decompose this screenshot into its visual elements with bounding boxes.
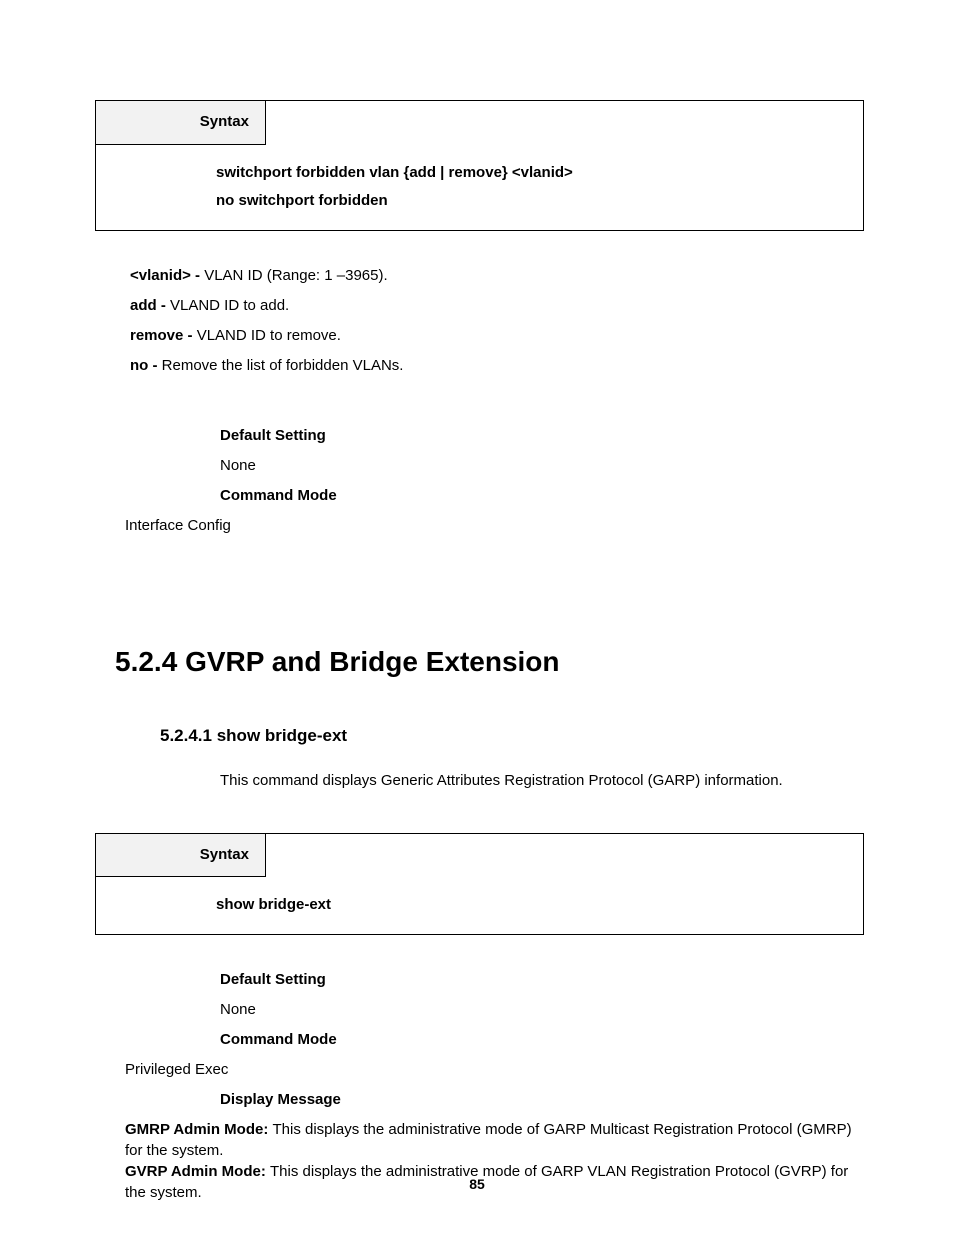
param-text: VLAND ID to remove.	[197, 327, 341, 344]
command-mode-label: Command Mode	[220, 1025, 864, 1055]
param-label: <vlanid> -	[130, 267, 204, 284]
default-setting-value: None	[220, 995, 864, 1025]
section-heading: 5.2.4 GVRP and Bridge Extension	[95, 641, 864, 683]
parameter-list: <vlanid> - VLAN ID (Range: 1 –3965). add…	[95, 261, 864, 381]
settings-block: Default Setting None Command Mode	[95, 965, 864, 1055]
settings-block: Default Setting None Command Mode	[95, 421, 864, 511]
command-mode-label: Command Mode	[220, 481, 864, 511]
default-setting-label: Default Setting	[220, 421, 864, 451]
default-setting-value: None	[220, 451, 864, 481]
param-row: remove - VLAND ID to remove.	[130, 321, 864, 351]
syntax-body: show bridge-ext	[96, 877, 863, 934]
param-label: no -	[130, 357, 162, 374]
syntax-line: switchport forbidden vlan {add | remove}…	[216, 159, 843, 188]
command-mode-value: Privileged Exec	[95, 1055, 864, 1085]
param-text: Remove the list of forbidden VLANs.	[162, 357, 404, 374]
display-message-label: Display Message	[220, 1085, 864, 1115]
subsection-number: 5.2.4.1	[160, 726, 217, 745]
section-number: 5.2.4	[115, 646, 185, 677]
default-setting-label: Default Setting	[220, 965, 864, 995]
subsection-heading: 5.2.4.1 show bridge-ext	[95, 723, 864, 749]
param-label: remove -	[130, 327, 197, 344]
syntax-body: switchport forbidden vlan {add | remove}…	[96, 145, 863, 230]
syntax-box: Syntax switchport forbidden vlan {add | …	[95, 100, 864, 231]
syntax-box: Syntax show bridge-ext	[95, 833, 864, 935]
param-label: add -	[130, 297, 170, 314]
param-row: <vlanid> - VLAN ID (Range: 1 –3965).	[130, 261, 864, 291]
subsection-description: This command displays Generic Attributes…	[95, 770, 864, 793]
subsection-title: show bridge-ext	[217, 726, 347, 745]
param-row: add - VLAND ID to add.	[130, 291, 864, 321]
section-title: GVRP and Bridge Extension	[185, 646, 559, 677]
display-message-block: Display Message	[95, 1085, 864, 1115]
gmrp-label: GMRP Admin Mode:	[125, 1121, 273, 1138]
syntax-header: Syntax	[96, 834, 266, 878]
syntax-header: Syntax	[96, 101, 266, 145]
page-number: 85	[0, 1174, 954, 1195]
command-mode-value: Interface Config	[95, 511, 864, 541]
param-row: no - Remove the list of forbidden VLANs.	[130, 351, 864, 381]
syntax-line: no switchport forbidden	[216, 187, 843, 216]
param-text: VLAND ID to add.	[170, 297, 289, 314]
param-text: VLAN ID (Range: 1 –3965).	[204, 267, 387, 284]
